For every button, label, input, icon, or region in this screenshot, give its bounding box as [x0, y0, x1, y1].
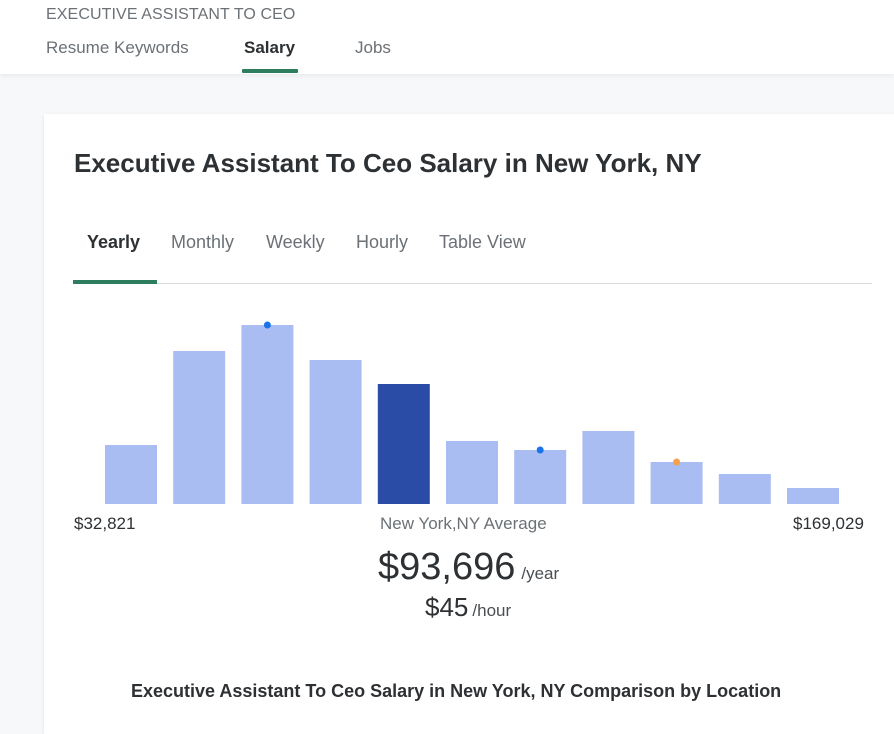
bar-marker-dot [536, 446, 544, 454]
tab-salary[interactable]: Salary [244, 38, 296, 57]
salary-bar[interactable] [241, 325, 294, 504]
salary-bar[interactable] [514, 450, 567, 504]
tab-monthly[interactable]: Monthly [171, 232, 235, 252]
average-hourly-value: $45 [425, 592, 469, 622]
salary-distribution-chart [105, 321, 839, 504]
salary-bar[interactable] [650, 462, 703, 504]
salary-bar[interactable] [309, 360, 362, 504]
tab-resume-keywords[interactable]: Resume Keywords [46, 38, 189, 57]
salary-bar[interactable] [718, 474, 771, 504]
average-yearly-value: $93,696 [378, 546, 516, 588]
average-hourly: $45/hour [425, 592, 511, 623]
range-max-label: $169,029 [793, 514, 864, 533]
range-min-label: $32,821 [74, 514, 136, 533]
salary-card: Executive Assistant To Ceo Salary in New… [44, 114, 894, 734]
tabs-divider [73, 283, 872, 284]
tab-jobs[interactable]: Jobs [355, 38, 391, 57]
salary-bar[interactable] [173, 351, 226, 504]
active-period-indicator [73, 280, 157, 284]
salary-bar[interactable] [787, 488, 839, 504]
tab-table-view[interactable]: Table View [439, 232, 526, 252]
bar-marker-dot [673, 458, 681, 466]
top-header: EXECUTIVE ASSISTANT TO CEO Resume Keywor… [0, 0, 894, 74]
salary-bar[interactable] [446, 441, 498, 504]
tab-yearly[interactable]: Yearly [87, 232, 141, 252]
tab-hourly[interactable]: Hourly [356, 232, 409, 252]
active-tab-indicator [242, 69, 298, 73]
bar-marker-dot [263, 321, 271, 329]
tab-weekly[interactable]: Weekly [266, 232, 325, 252]
comparison-section-title: Executive Assistant To Ceo Salary in New… [131, 681, 782, 701]
average-yearly: $93,696/year [378, 546, 559, 589]
page-title: Executive Assistant To Ceo Salary in New… [74, 148, 702, 178]
average-yearly-unit: /year [521, 564, 560, 583]
average-hourly-unit: /hour [472, 601, 512, 620]
salary-bar[interactable] [105, 445, 157, 504]
salary-bar-average[interactable] [377, 384, 430, 504]
average-label: New York,NY Average [380, 514, 547, 533]
salary-bar[interactable] [582, 431, 635, 504]
job-title-eyebrow: EXECUTIVE ASSISTANT TO CEO [46, 6, 296, 23]
